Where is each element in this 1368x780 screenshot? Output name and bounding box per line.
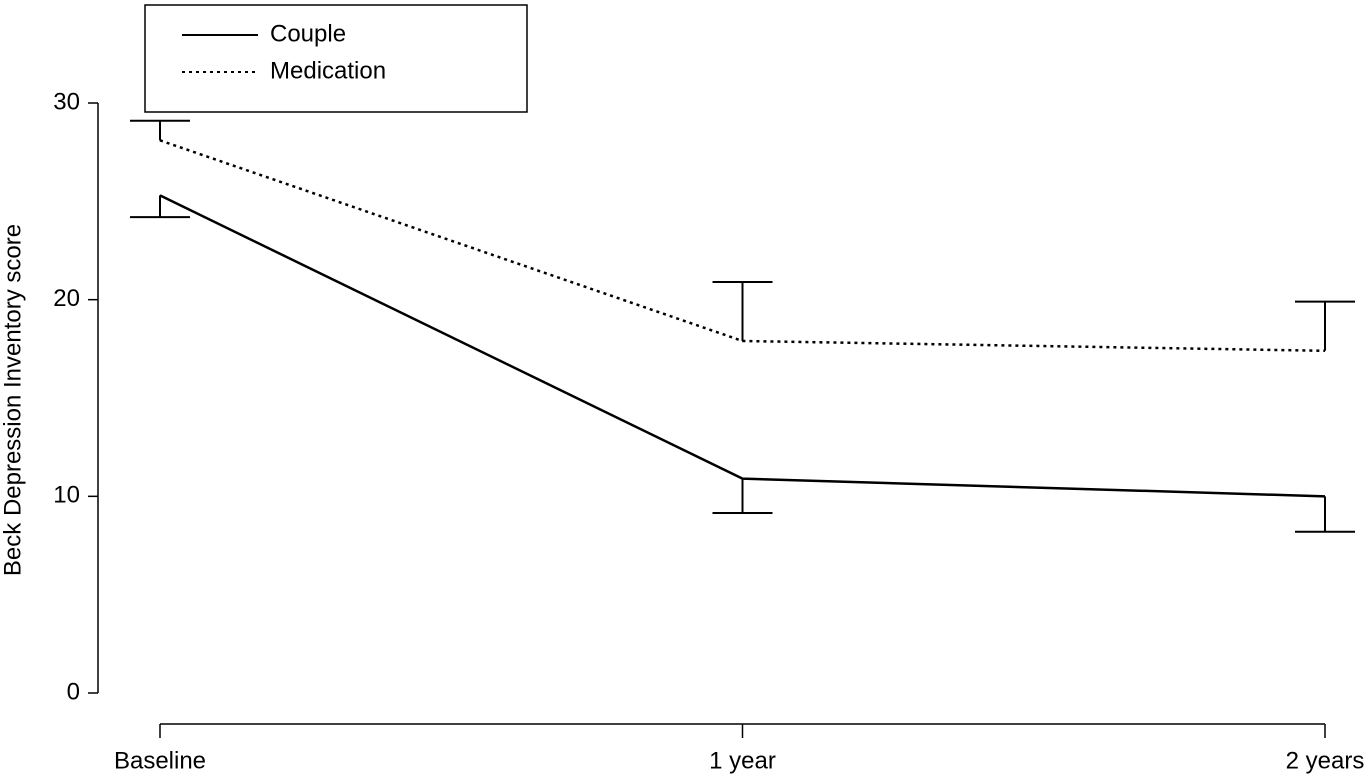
- x-tick-label: 2 years: [1286, 747, 1365, 774]
- series-line: [159, 139, 1326, 353]
- x-tick-label: Baseline: [114, 747, 206, 774]
- error-bar: [1295, 300, 1355, 351]
- error-bar: [130, 195, 190, 219]
- y-tick-label: 0: [67, 678, 80, 705]
- error-bar: [130, 119, 190, 141]
- error-bar: [1295, 496, 1355, 533]
- series-line: [159, 194, 1326, 498]
- legend-label: Medication: [270, 57, 386, 84]
- error-bar: [712, 280, 773, 341]
- y-tick-label: 20: [53, 285, 80, 312]
- y-tick-label: 10: [53, 482, 80, 509]
- legend-box: [144, 4, 528, 113]
- error-bar: [712, 478, 773, 515]
- legend-label: Couple: [270, 20, 346, 47]
- x-tick-label: 1 year: [709, 747, 776, 774]
- y-tick-label: 30: [53, 88, 80, 115]
- y-axis-label: Beck Depression Inventory score: [0, 224, 26, 576]
